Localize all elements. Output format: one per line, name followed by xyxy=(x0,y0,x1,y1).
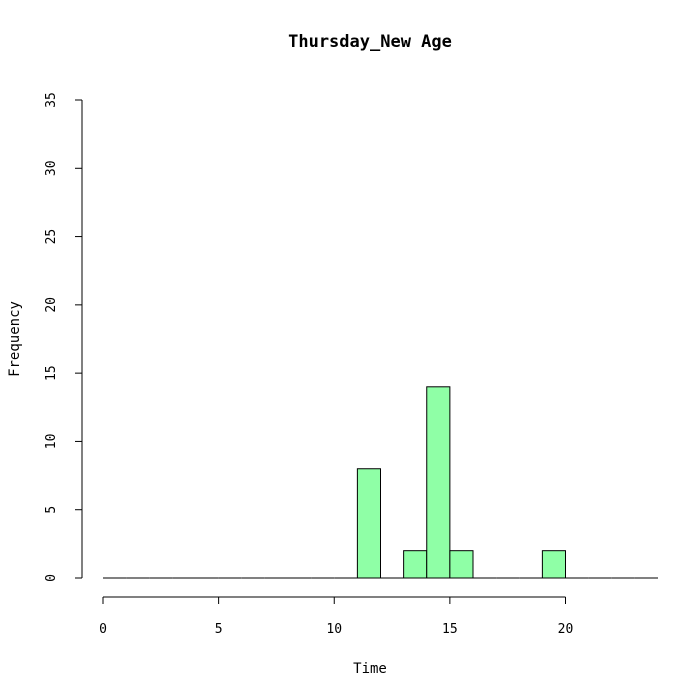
x-tick-label-0: 0 xyxy=(99,622,107,637)
x-tick-label-20: 20 xyxy=(558,622,574,637)
x-tick-label-5: 5 xyxy=(215,622,223,637)
y-tick-label-10: 10 xyxy=(44,434,59,450)
x-axis: 0 5 10 15 20 xyxy=(99,596,574,637)
y-tick-label-0: 0 xyxy=(44,574,59,582)
histogram-bar-15-16 xyxy=(449,550,474,579)
y-tick-label-5: 5 xyxy=(44,506,59,514)
histogram-bar-19-20 xyxy=(541,550,566,579)
x-tick-label-15: 15 xyxy=(442,622,458,637)
histogram-bar-13-14 xyxy=(403,550,428,579)
x-axis-label: Time xyxy=(353,661,387,677)
bars-group xyxy=(103,386,658,579)
y-tick-label-20: 20 xyxy=(44,297,59,313)
y-tick-label-30: 30 xyxy=(44,160,59,176)
histogram-bar-11-12 xyxy=(356,468,381,579)
histogram-bar-14-15 xyxy=(426,386,451,579)
y-tick-label-25: 25 xyxy=(44,229,59,245)
y-axis-label: Frequency xyxy=(7,301,23,377)
y-tick-label-35: 35 xyxy=(44,92,59,108)
y-tick-label-15: 15 xyxy=(44,365,59,381)
x-tick-label-10: 10 xyxy=(326,622,342,637)
y-axis: 0 5 10 15 20 25 30 35 xyxy=(44,92,83,582)
chart-title: Thursday_New Age xyxy=(288,32,452,52)
